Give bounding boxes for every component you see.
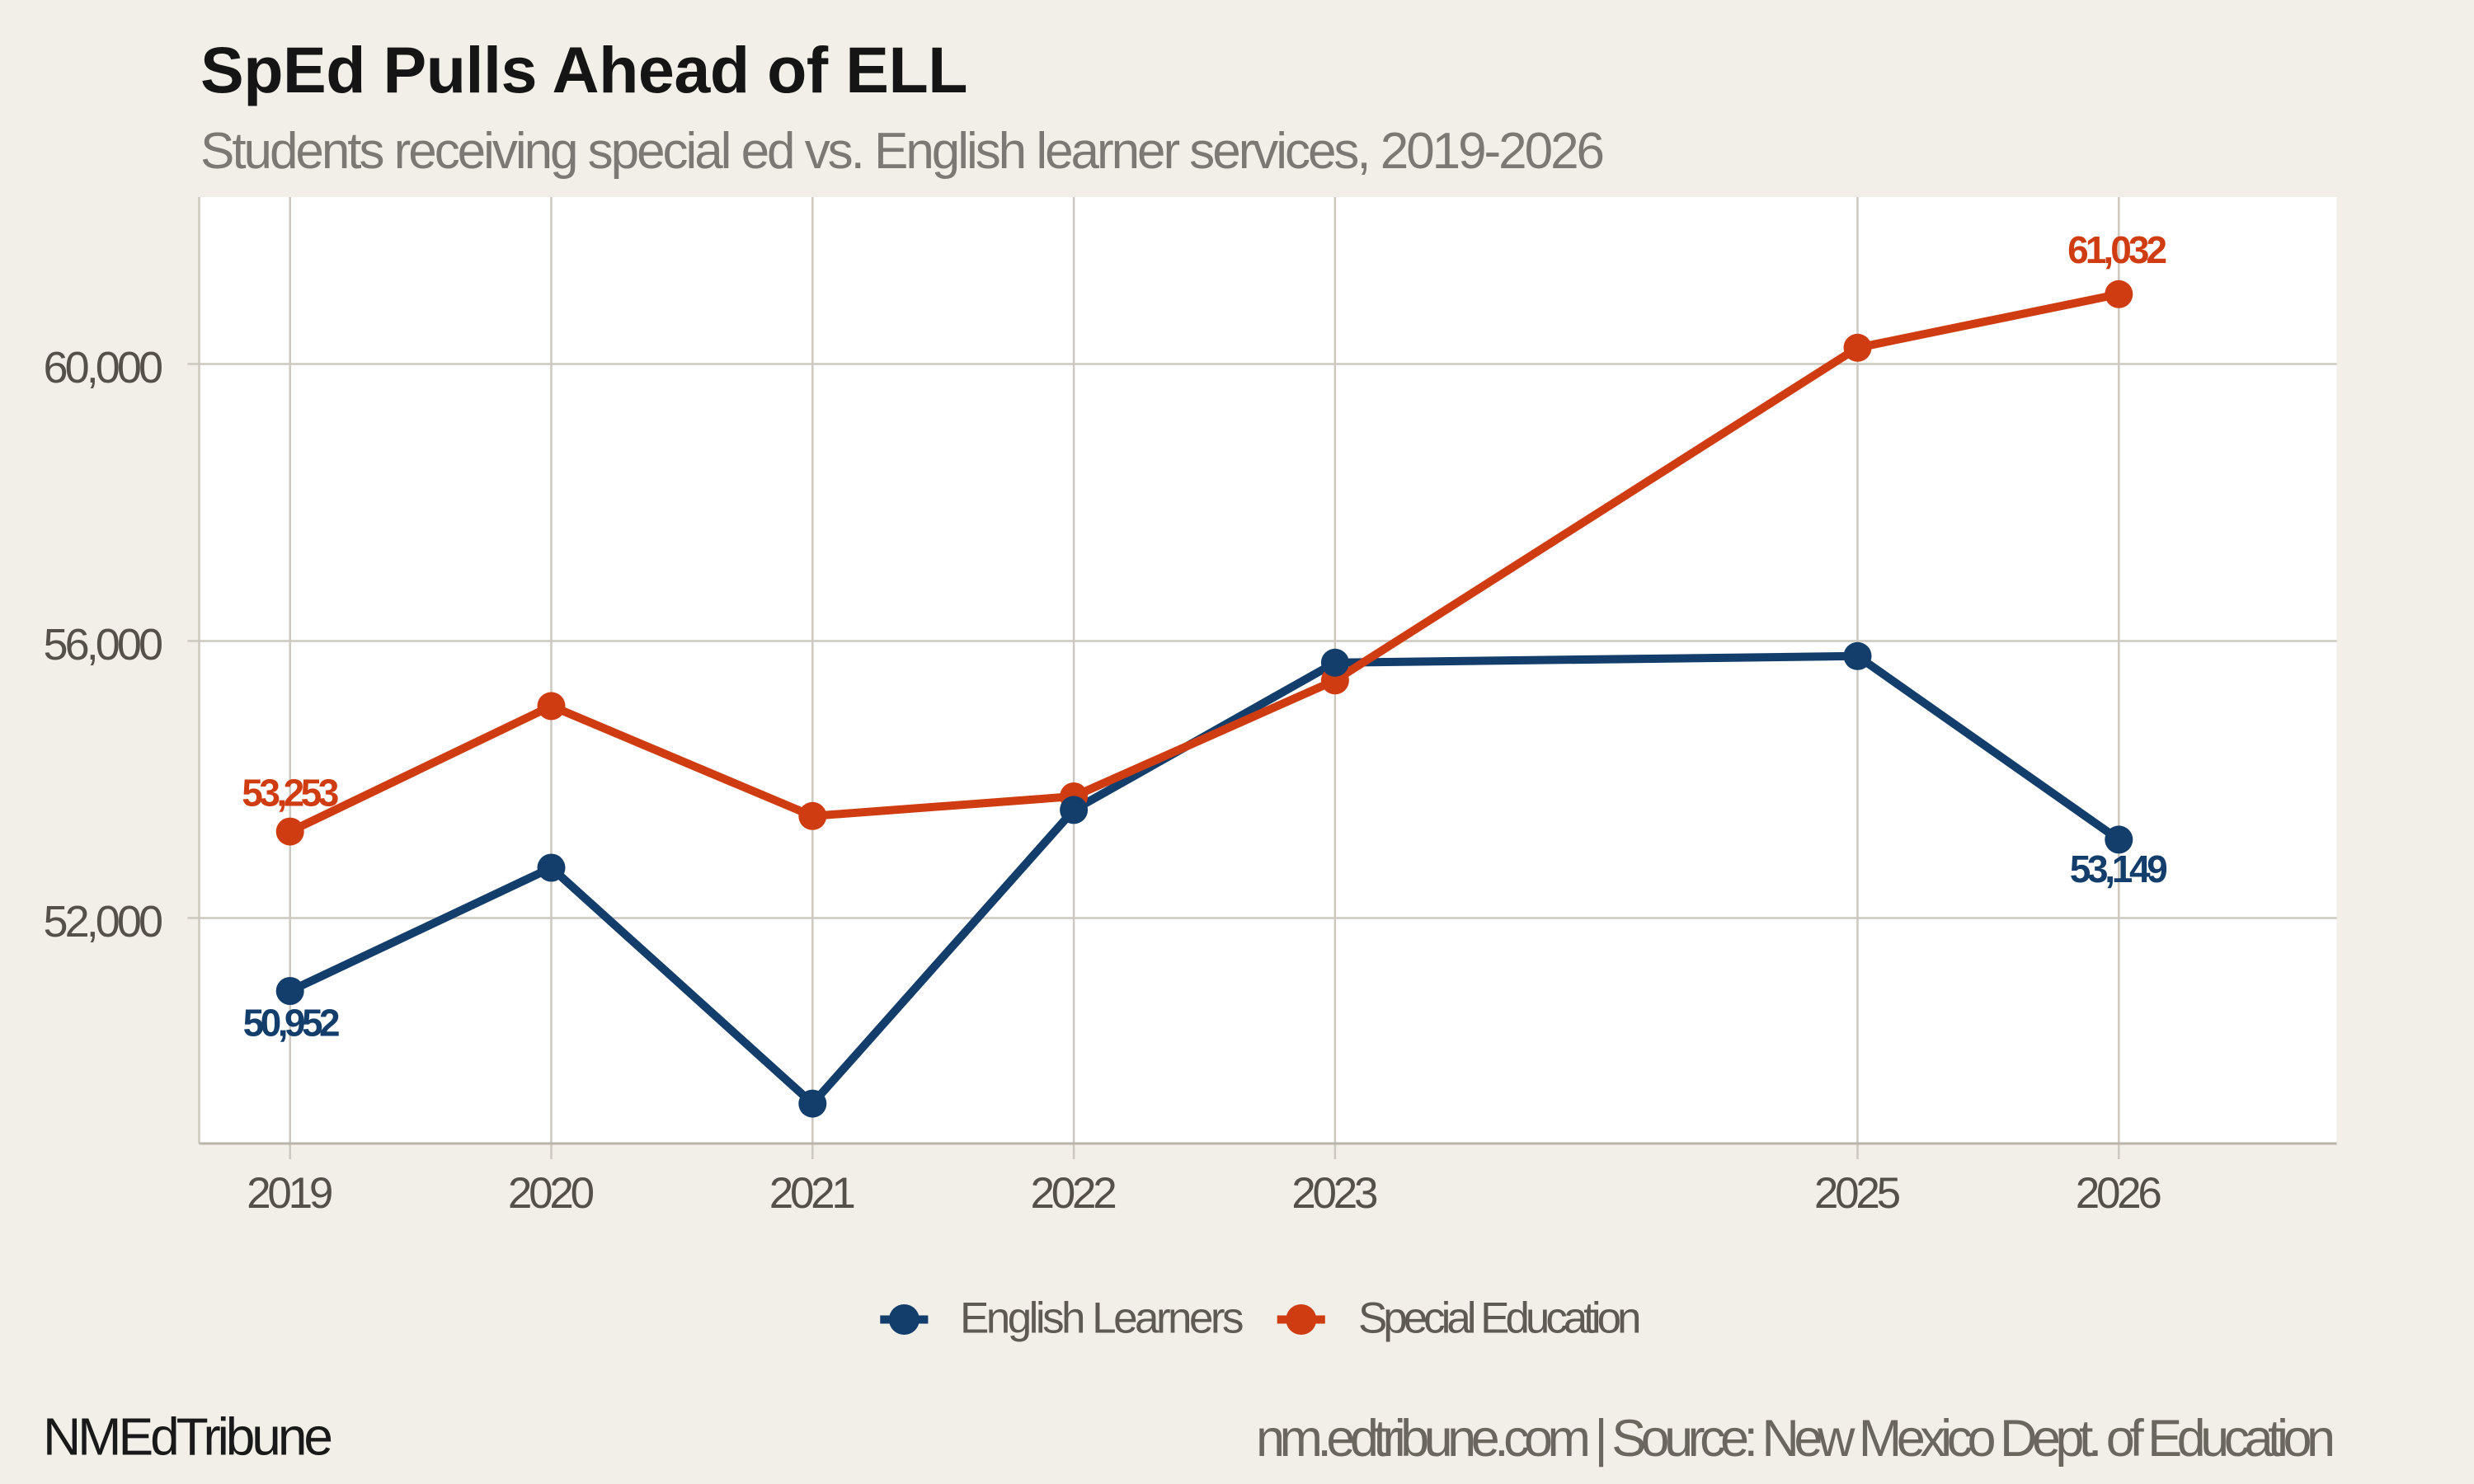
svg-text:2021: 2021	[769, 1169, 856, 1218]
svg-text:English Learners: English Learners	[960, 1294, 1244, 1343]
svg-text:Special Education: Special Education	[1358, 1294, 1642, 1343]
svg-text:nm.edtribune.com | Source: New: nm.edtribune.com | Source: New Mexico De…	[1256, 1410, 2335, 1468]
svg-text:2019: 2019	[247, 1169, 333, 1218]
svg-text:56,000: 56,000	[44, 620, 164, 669]
svg-text:SpEd Pulls Ahead of ELL: SpEd Pulls Ahead of ELL	[200, 33, 968, 106]
svg-text:50,952: 50,952	[243, 1001, 341, 1044]
svg-text:Students receiving special ed: Students receiving special ed vs. Englis…	[200, 123, 1605, 180]
svg-text:NMEdTribune: NMEdTribune	[43, 1407, 333, 1467]
svg-text:53,253: 53,253	[242, 772, 339, 815]
svg-text:2023: 2023	[1291, 1169, 1378, 1218]
svg-text:2020: 2020	[508, 1169, 595, 1218]
svg-text:52,000: 52,000	[44, 897, 164, 946]
svg-text:2025: 2025	[1814, 1169, 1901, 1218]
svg-text:60,000: 60,000	[44, 343, 164, 392]
svg-text:53,149: 53,149	[2070, 848, 2168, 890]
svg-text:2026: 2026	[2076, 1169, 2162, 1218]
svg-text:2022: 2022	[1031, 1169, 1117, 1218]
svg-text:61,032: 61,032	[2067, 228, 2167, 271]
